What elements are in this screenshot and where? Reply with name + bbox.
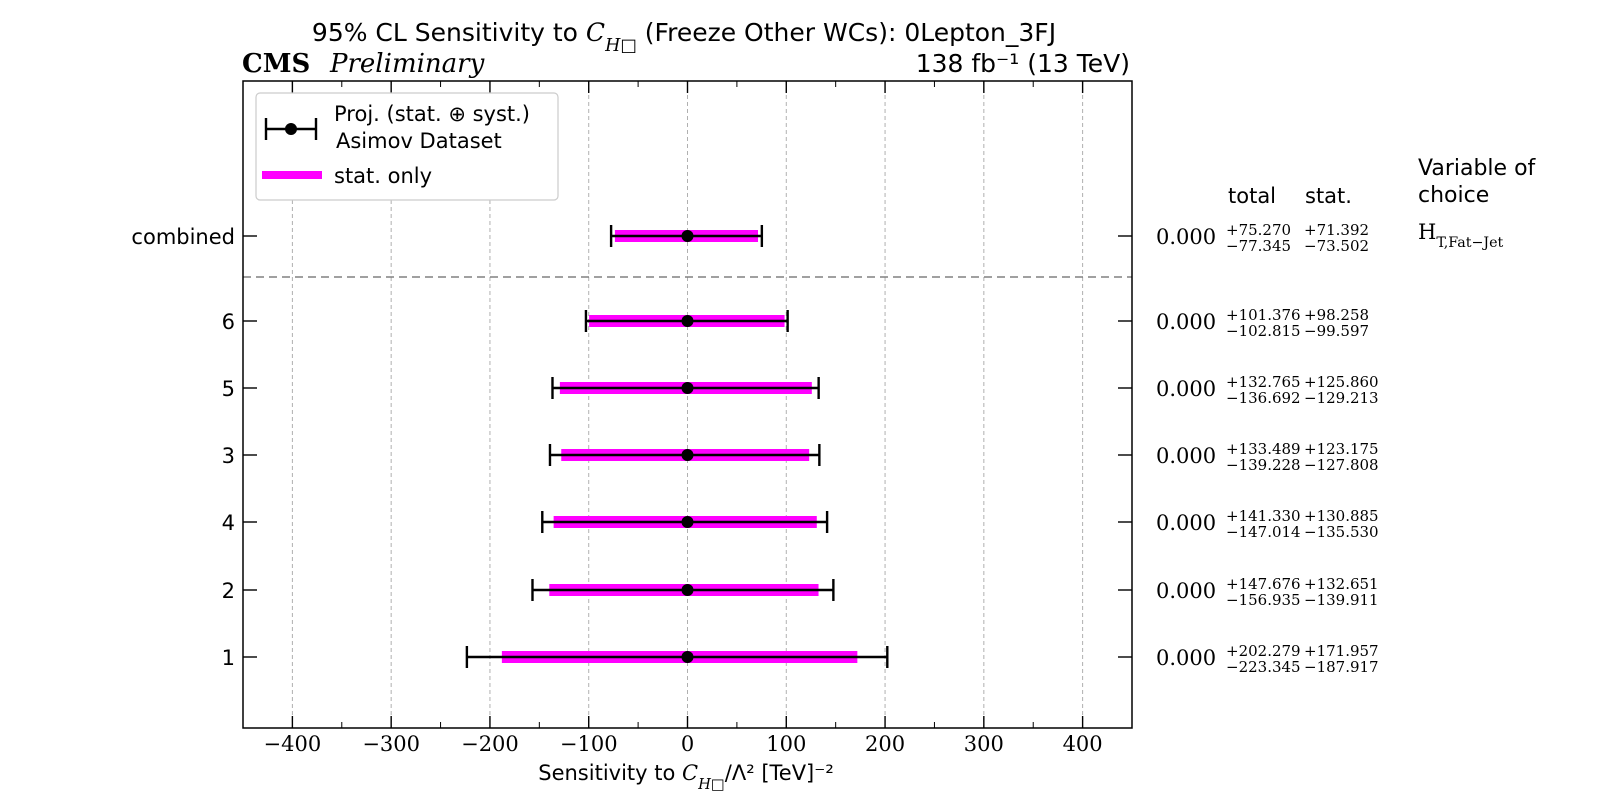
- data-row: 5: [222, 377, 1132, 401]
- central-value-point: [681, 516, 694, 528]
- data-row: 6: [222, 310, 1132, 334]
- row-label: combined: [131, 225, 235, 249]
- legend-stat-label: stat. only: [334, 164, 432, 188]
- central-value-point: [681, 651, 694, 663]
- variable-header-line1: Variable of: [1418, 156, 1537, 181]
- stat-up-value: +130.885: [1304, 507, 1379, 525]
- central-value: 0.000: [1156, 646, 1216, 670]
- experiment-label: CMS: [242, 49, 310, 79]
- stat-down-value: −139.911: [1304, 591, 1379, 609]
- stat-down-value: −129.213: [1304, 389, 1379, 407]
- central-value: 0.000: [1156, 511, 1216, 535]
- stat-down-value: −99.597: [1304, 322, 1369, 340]
- axes: −400 −300 −200 −100 0 100 200 300 400: [242, 81, 1133, 756]
- row-label: 4: [222, 511, 235, 535]
- total-down-value: −147.014: [1226, 523, 1301, 541]
- x-tick-label: 400: [1063, 732, 1103, 756]
- legend-box: [255, 92, 559, 201]
- total-up-value: +141.330: [1226, 507, 1301, 525]
- total-down-value: −136.692: [1226, 389, 1301, 407]
- stat-up-value: +125.860: [1304, 373, 1379, 391]
- row-label: 6: [222, 310, 235, 334]
- table-row: 0.000 +133.489−139.228+123.175−127.808: [1156, 440, 1379, 474]
- stat-up-value: +132.651: [1304, 575, 1379, 593]
- central-value: 0.000: [1156, 444, 1216, 468]
- row-label: 1: [222, 646, 235, 670]
- x-tick-label: 300: [964, 732, 1004, 756]
- table-row: 0.000 +147.676−156.935+132.651−139.911: [1156, 575, 1379, 609]
- total-down-value: −156.935: [1226, 591, 1301, 609]
- variable-of-choice: HT,Fat−Jet: [1418, 220, 1504, 251]
- x-tick-label: −300: [362, 732, 420, 756]
- total-up-value: +147.676: [1226, 575, 1301, 593]
- total-up-value: +75.270: [1226, 221, 1291, 239]
- row-label: 5: [222, 377, 235, 401]
- central-value-point: [681, 449, 694, 461]
- variable-header-line2: choice: [1418, 183, 1489, 208]
- data-rows: combined 6 5 3 4 2 1: [131, 225, 1132, 670]
- legend-proj-label: Proj. (stat. ⊕ syst.): [334, 102, 530, 126]
- table-row: 0.000 +132.765−136.692+125.860−129.213: [1156, 373, 1379, 407]
- stat-down-value: −127.808: [1304, 456, 1379, 474]
- total-up-value: +133.489: [1226, 440, 1301, 458]
- chart-title: 95% CL Sensitivity to CH□ (Freeze Other …: [312, 18, 1056, 56]
- central-value: 0.000: [1156, 225, 1216, 249]
- data-row: 3: [222, 444, 1132, 468]
- row-label: 2: [222, 579, 235, 603]
- lumi-label: 138 fb⁻¹ (13 TeV): [916, 49, 1130, 78]
- table-row: 0.000 +101.376−102.815+98.258−99.597: [1156, 306, 1369, 340]
- stat-up-value: +71.392: [1304, 221, 1369, 239]
- table-row: 0.000 +202.279−223.345+171.957−187.917: [1156, 642, 1379, 676]
- central-value-point: [681, 230, 694, 242]
- x-tick-label: 0: [681, 732, 694, 756]
- x-tick-label: 100: [766, 732, 806, 756]
- data-row: 4: [222, 511, 1132, 535]
- legend: Proj. (stat. ⊕ syst.) Asimov Dataset sta…: [255, 92, 559, 201]
- data-row: 1: [222, 646, 1132, 670]
- central-value-point: [681, 584, 694, 596]
- stat-down-value: −73.502: [1304, 237, 1369, 255]
- total-down-value: −139.228: [1226, 456, 1301, 474]
- legend-asimov-label: Asimov Dataset: [336, 129, 502, 153]
- x-tick-label: −100: [560, 732, 618, 756]
- data-row: 2: [222, 579, 1132, 603]
- stat-down-value: −187.917: [1304, 658, 1379, 676]
- stat-up-value: +123.175: [1304, 440, 1379, 458]
- x-tick-label: −200: [461, 732, 519, 756]
- x-tick-label: −400: [264, 732, 322, 756]
- table-row: 0.000 +75.270−77.345 +71.392−73.502: [1156, 221, 1369, 255]
- table-row: 0.000 +141.330−147.014+130.885−135.530: [1156, 507, 1379, 541]
- central-value: 0.000: [1156, 310, 1216, 334]
- stat-column-header: stat.: [1305, 184, 1352, 208]
- plot-frame: [242, 80, 1133, 729]
- stat-up-value: +171.957: [1304, 642, 1379, 660]
- total-up-value: +101.376: [1226, 306, 1301, 324]
- x-axis-label: Sensitivity to CH□/Λ² [TeV]⁻²: [538, 761, 834, 793]
- status-label: Preliminary: [329, 49, 485, 79]
- central-value: 0.000: [1156, 579, 1216, 603]
- x-tick-label: 200: [865, 732, 905, 756]
- legend-total-marker: [264, 118, 318, 140]
- values-table: 0.000 +75.270−77.345 +71.392−73.502 0.000 +1…: [1156, 221, 1379, 676]
- central-value: 0.000: [1156, 377, 1216, 401]
- data-row: combined: [131, 225, 1132, 249]
- total-down-value: −77.345: [1226, 237, 1291, 255]
- grid-lines: [291, 81, 1084, 728]
- stat-up-value: +98.258: [1304, 306, 1369, 324]
- total-down-value: −223.345: [1226, 658, 1301, 676]
- total-column-header: total: [1228, 184, 1276, 208]
- total-down-value: −102.815: [1226, 322, 1301, 340]
- total-up-value: +132.765: [1226, 373, 1301, 391]
- central-value-point: [681, 382, 694, 394]
- total-up-value: +202.279: [1226, 642, 1301, 660]
- central-value-point: [681, 315, 694, 327]
- row-label: 3: [222, 444, 235, 468]
- stat-down-value: −135.530: [1304, 523, 1379, 541]
